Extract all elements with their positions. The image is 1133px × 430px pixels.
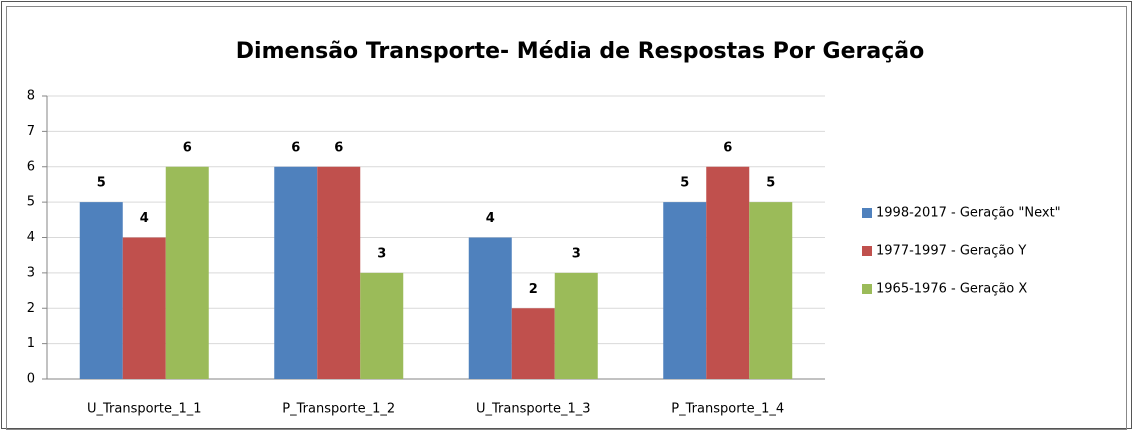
bar bbox=[706, 166, 750, 379]
x-tick-label: U_Transporte_1_3 bbox=[476, 402, 591, 417]
legend-swatch bbox=[862, 246, 872, 256]
legend-label: 1998-2017 - Geração "Next" bbox=[876, 206, 1061, 221]
legend-label: 1977-1997 - Geração Y bbox=[876, 244, 1026, 259]
value-label: 5 bbox=[97, 176, 106, 191]
bar bbox=[749, 202, 793, 379]
value-label: 6 bbox=[334, 140, 343, 155]
y-tick-label: 5 bbox=[27, 195, 35, 210]
bar bbox=[274, 166, 318, 379]
legend-swatch bbox=[862, 284, 872, 294]
bar bbox=[554, 272, 598, 379]
value-label: 6 bbox=[291, 140, 300, 155]
value-label: 6 bbox=[723, 140, 732, 155]
value-label: 5 bbox=[680, 176, 689, 191]
bar bbox=[468, 237, 512, 379]
bar bbox=[511, 308, 555, 379]
value-label: 4 bbox=[486, 211, 495, 226]
y-tick-label: 7 bbox=[27, 124, 35, 139]
y-tick-label: 8 bbox=[27, 89, 35, 104]
bar bbox=[317, 166, 361, 379]
bar bbox=[663, 202, 707, 379]
value-label: 6 bbox=[183, 140, 192, 155]
y-tick-label: 2 bbox=[27, 301, 35, 316]
legend-swatch bbox=[862, 208, 872, 218]
value-label: 5 bbox=[766, 176, 775, 191]
y-tick-label: 3 bbox=[27, 265, 35, 280]
value-label: 3 bbox=[572, 246, 581, 261]
x-tick-label: U_Transporte_1_1 bbox=[87, 402, 202, 417]
value-label: 3 bbox=[377, 246, 386, 261]
y-tick-label: 4 bbox=[27, 230, 35, 245]
legend-label: 1965-1976 - Geração X bbox=[876, 282, 1027, 297]
y-tick-label: 6 bbox=[27, 159, 35, 174]
x-tick-label: P_Transporte_1_2 bbox=[282, 402, 395, 417]
x-tick-label: P_Transporte_1_4 bbox=[671, 402, 784, 417]
bar bbox=[79, 202, 123, 379]
y-tick-label: 0 bbox=[27, 372, 35, 387]
bar bbox=[122, 237, 166, 379]
bar bbox=[165, 166, 209, 379]
chart-title: Dimensão Transporte- Média de Respostas … bbox=[236, 39, 924, 64]
y-tick-label: 1 bbox=[27, 336, 35, 351]
bar bbox=[360, 272, 404, 379]
value-label: 2 bbox=[529, 282, 538, 297]
value-label: 4 bbox=[140, 211, 149, 226]
